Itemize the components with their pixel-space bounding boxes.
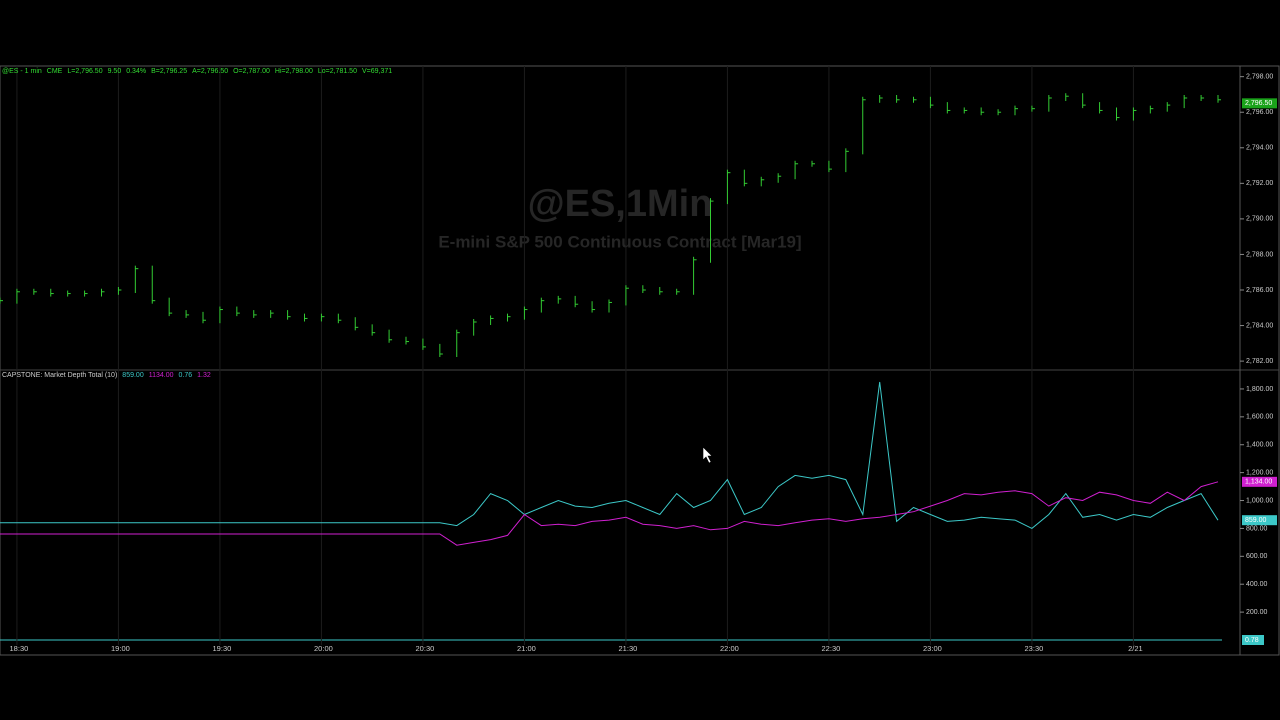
x-tick-label: 23:30 (1025, 644, 1044, 653)
x-tick-label: 19:00 (111, 644, 130, 653)
x-tick-label: 20:30 (416, 644, 435, 653)
mouse-cursor (702, 446, 713, 464)
y-tick-label: 200.00 (1246, 609, 1268, 616)
x-tick-label: 21:30 (619, 644, 638, 653)
quote-field: V=69,371 (361, 68, 393, 75)
y-tick-label: 2,788.00 (1246, 251, 1273, 258)
depth-line (0, 481, 1219, 546)
y-tick-label: 1,800.00 (1246, 386, 1273, 393)
x-tick-label: 22:00 (720, 644, 739, 653)
quote-field: CME (46, 68, 63, 75)
quote-field: Hi=2,798.00 (274, 68, 313, 75)
x-tick-label: 20:00 (314, 644, 333, 653)
last-value-tag: 859.00 (1245, 517, 1267, 524)
x-tick-label: 22:30 (822, 644, 841, 653)
depth-line (0, 381, 1219, 529)
x-tick-label: 2/21 (1128, 644, 1143, 653)
last-price-tag-bg (1242, 98, 1277, 109)
quote-field: 0.34% (126, 68, 147, 75)
watermark-title: @ES,1Min (528, 183, 713, 225)
y-tick-label: 2,794.00 (1246, 145, 1273, 152)
indicator-header: CAPSTONE: Market Depth Total (10) 859.00 1… (2, 372, 216, 379)
y-tick-label: 400.00 (1246, 581, 1268, 588)
last-value-tag: 1,134.00 (1245, 479, 1272, 486)
quote-field: @ES - 1 min (2, 68, 42, 75)
last-value-tag-bg (1242, 515, 1277, 526)
x-tick-label: 19:30 (213, 644, 232, 653)
y-tick-label: 2,798.00 (1246, 74, 1273, 81)
y-tick-label: 1,400.00 (1246, 442, 1273, 449)
x-tick-label: 18:30 (10, 644, 29, 653)
indicator-value: 859.00 (122, 372, 144, 379)
x-tick-label: 21:00 (517, 644, 536, 653)
y-tick-label: 600.00 (1246, 553, 1268, 560)
ratio-tag-bg (1242, 635, 1264, 645)
y-tick-label: 2,792.00 (1246, 180, 1273, 187)
chart-frame (0, 65, 1280, 656)
indicator-value: 1.32 (197, 372, 211, 379)
watermark-subtitle: E-mini S&P 500 Continuous Contract [Mar1… (438, 232, 801, 251)
y-tick-label: 2,786.00 (1246, 287, 1273, 294)
y-tick-label: 800.00 (1246, 525, 1268, 532)
indicator-title: CAPSTONE: Market Depth Total (10) (2, 372, 118, 379)
y-tick-label: 2,782.00 (1246, 358, 1273, 365)
quote-field: A=2,796.50 (192, 68, 229, 75)
y-tick-label: 2,790.00 (1246, 216, 1273, 223)
quote-field: O=2,787.00 (233, 68, 270, 75)
quote-line: @ES - 1 min CME L=2,796.50 9.50 0.34% B=2,796… (2, 68, 397, 75)
x-tick-label: 23:00 (923, 644, 942, 653)
y-tick-label: 2,784.00 (1246, 322, 1273, 329)
indicator-value: 1134.00 (148, 372, 174, 379)
indicator-value: 0.76 (178, 372, 193, 379)
quote-field: Lo=2,781.50 (317, 68, 357, 75)
y-tick-label: 1,600.00 (1246, 414, 1273, 421)
last-price-tag: 2,796.50 (1245, 100, 1272, 107)
y-tick-label: 1,000.00 (1246, 497, 1273, 504)
y-tick-label: 1,200.00 (1246, 469, 1273, 476)
quote-field: B=2,796.25 (151, 68, 188, 75)
quote-field: L=2,796.50 (67, 68, 103, 75)
y-tick-label: 2,796.00 (1246, 109, 1273, 116)
last-value-tag-bg (1242, 476, 1277, 487)
quote-field: 9.50 (107, 68, 122, 75)
ratio-tag: 0.78 (1245, 637, 1259, 644)
